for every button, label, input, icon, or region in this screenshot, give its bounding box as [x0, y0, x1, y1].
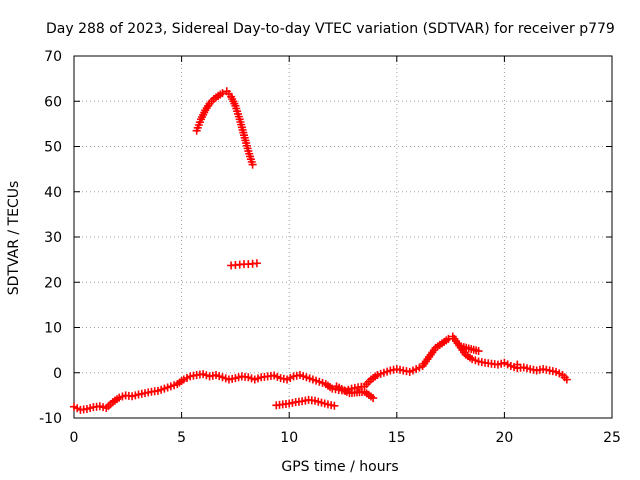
- data-point: [474, 347, 483, 356]
- data-point: [218, 89, 227, 98]
- tick-labels: 0 5 10 15 20 25 -10 0 10 20 30 40 50 60 70: [39, 49, 621, 446]
- y-tick-label: 50: [44, 140, 62, 156]
- y-tick-label: 70: [44, 49, 62, 65]
- y-tick-label: -10: [39, 411, 62, 427]
- series-scatter-pts: [332, 342, 522, 403]
- x-tick-label: 15: [388, 430, 406, 446]
- y-tick-label: 40: [44, 185, 62, 201]
- data-points: [70, 87, 571, 414]
- y-tick-label: 30: [44, 230, 62, 246]
- chart-title: Day 288 of 2023, Sidereal Day-to-day VTE…: [46, 21, 615, 37]
- series-mid: [227, 259, 261, 270]
- x-axis-label: GPS time / hours: [281, 459, 398, 475]
- series-peak: [192, 87, 257, 169]
- y-tick-label: 10: [44, 321, 62, 337]
- data-point: [330, 401, 339, 410]
- data-point: [369, 394, 378, 403]
- series-main: [70, 332, 571, 414]
- y-tick-label: 60: [44, 94, 62, 110]
- x-tick-label: 10: [280, 430, 298, 446]
- grid: [74, 56, 612, 418]
- x-tick-label: 0: [70, 430, 79, 446]
- data-point: [248, 160, 257, 169]
- data-point: [252, 259, 261, 268]
- x-tick-label: 5: [177, 430, 186, 446]
- y-tick-label: 0: [53, 366, 62, 382]
- x-tick-label: 20: [495, 430, 513, 446]
- x-tick-label: 25: [603, 430, 621, 446]
- series-lower: [272, 395, 339, 410]
- data-point: [562, 375, 571, 384]
- axis-ticks: [73, 55, 613, 419]
- y-axis-label: SDTVAR / TECUs: [6, 181, 22, 296]
- data-point: [513, 360, 522, 369]
- y-tick-label: 20: [44, 275, 62, 291]
